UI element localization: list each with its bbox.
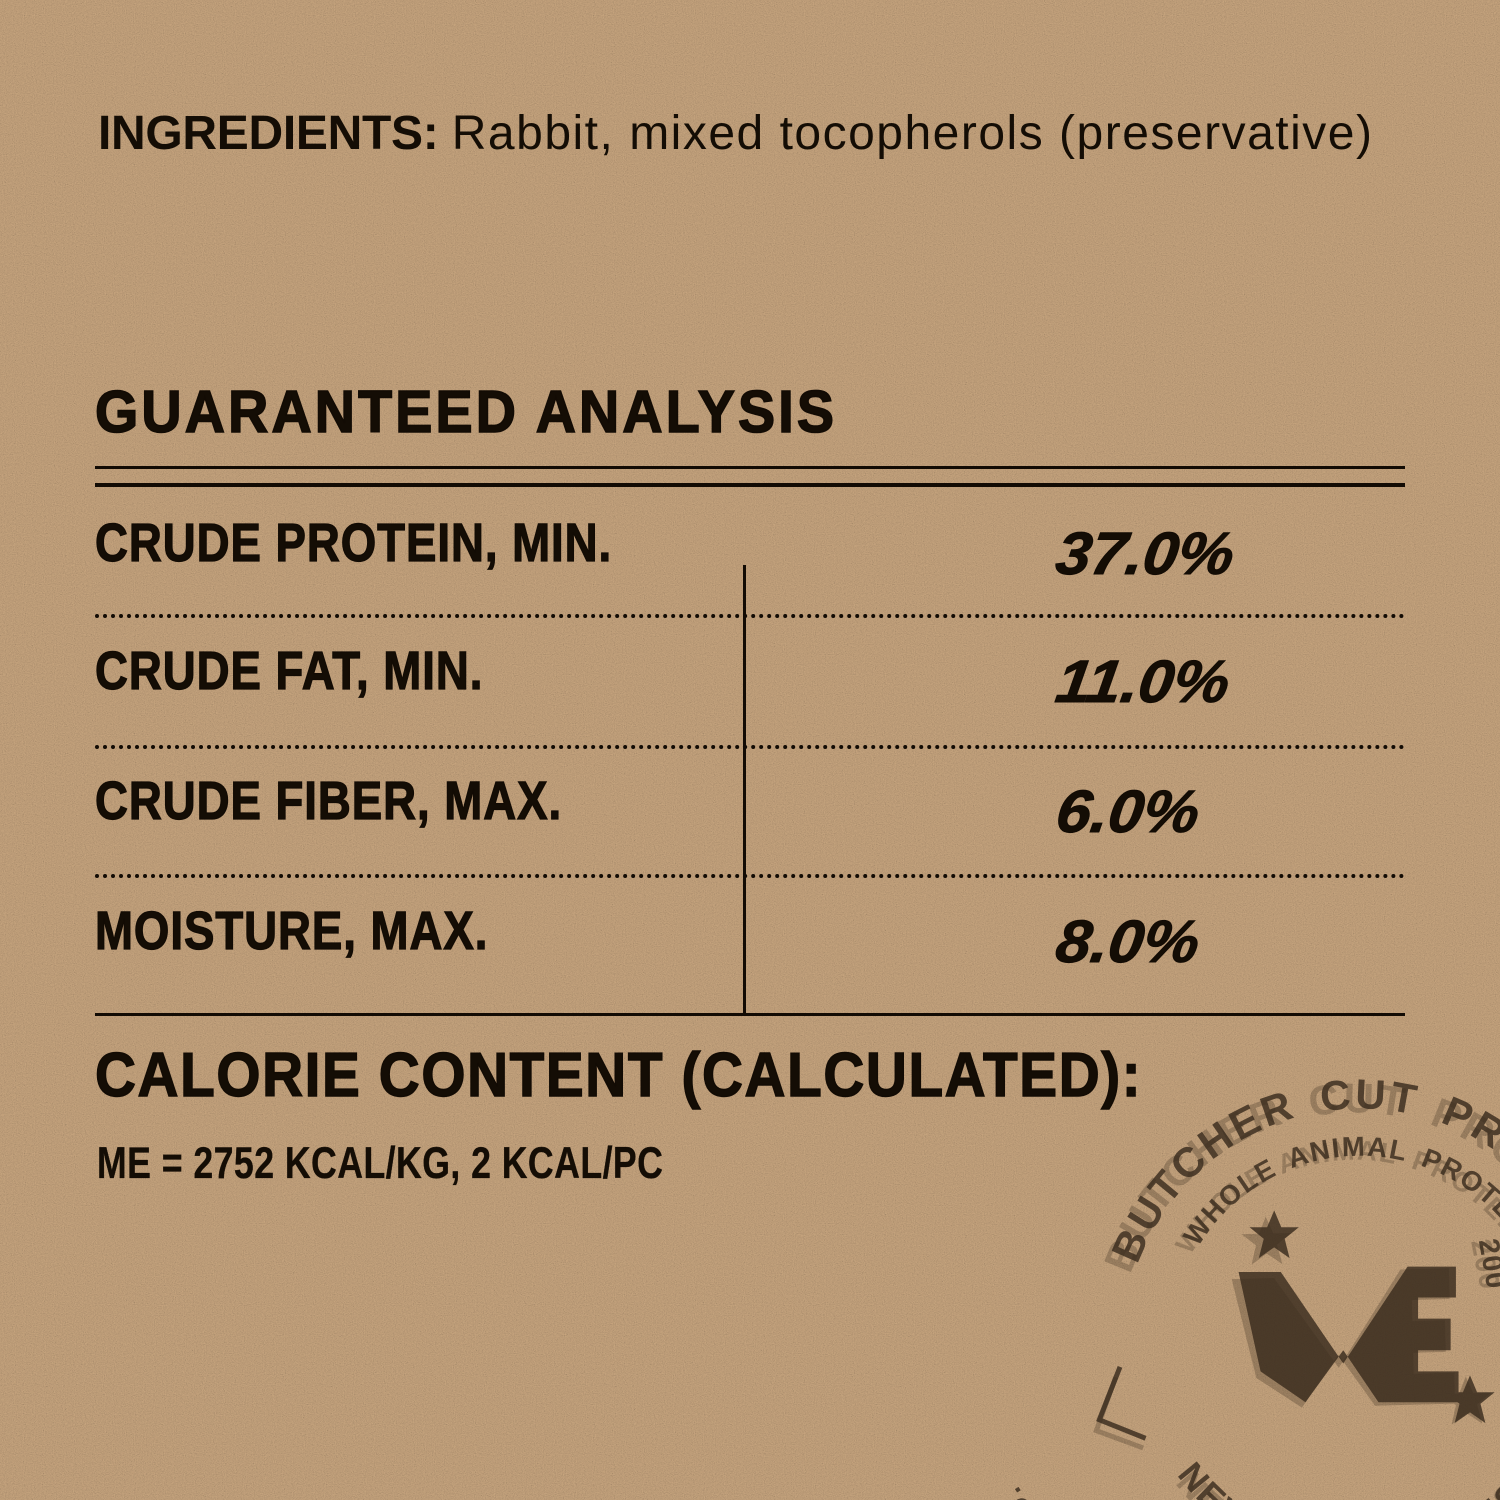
svg-text:WHOLE ANIMAL PROTEIN: WHOLE ANIMAL PROTEIN — [1177, 1131, 1500, 1251]
svg-text:BUTCHER CUT PROTEIN: BUTCHER CUT PROTEIN — [1102, 1070, 1500, 1268]
svg-text:NEVER COMPROMISE: NEVER COMPROMISE — [1170, 1455, 1500, 1500]
svg-text:ESTD.: ESTD. — [995, 1479, 1084, 1500]
svg-text:200: 200 — [1472, 1236, 1500, 1292]
